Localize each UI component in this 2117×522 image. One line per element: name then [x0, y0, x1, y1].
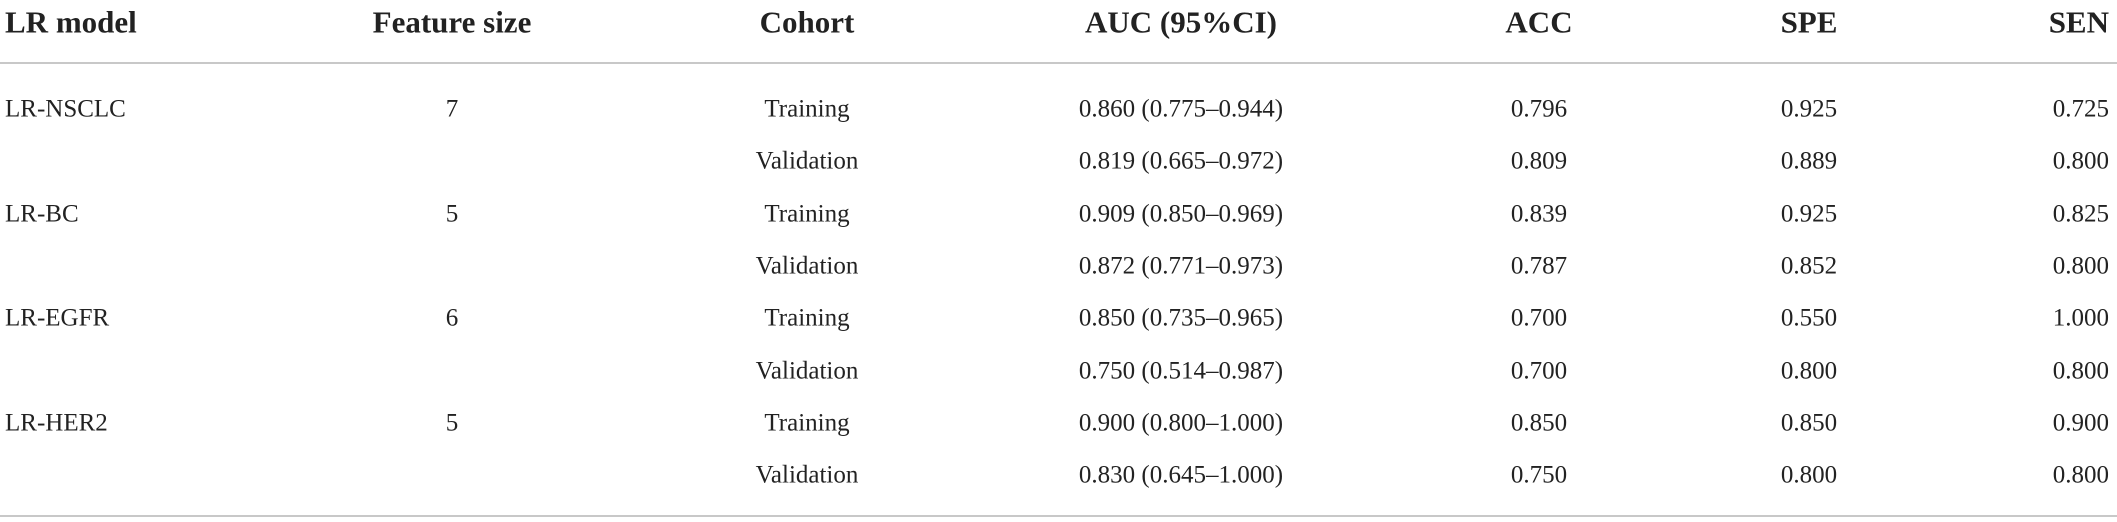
- cell-value: 0.900 (0.800–1.000): [1078, 409, 1284, 437]
- cell-value: 0.850: [1780, 409, 1838, 437]
- column-header: Cohort: [759, 4, 855, 40]
- cell-value: Validation: [755, 461, 859, 489]
- cell-value: 0.700: [1510, 304, 1568, 332]
- cell-value: 0.800: [1780, 461, 1838, 489]
- cell-value: 0.800: [2052, 357, 2109, 384]
- feature-size: 5: [445, 200, 459, 228]
- column-header: LR model: [5, 4, 137, 40]
- cell-value: 0.800: [2052, 147, 2109, 175]
- column-header: AUC (95%CI): [1084, 4, 1278, 40]
- cell-value: 0.796: [1510, 95, 1568, 123]
- cell-value: Training: [764, 409, 850, 437]
- header-rule: [0, 62, 2117, 64]
- model-name: LR-EGFR: [5, 304, 110, 332]
- cell-value: 0.800: [2052, 252, 2109, 280]
- cell-value: 0.809: [1510, 147, 1568, 175]
- model-name: LR-BC: [5, 200, 79, 228]
- cell-value: Training: [764, 95, 850, 123]
- cell-value: Validation: [755, 147, 859, 175]
- cell-value: 0.550: [1780, 304, 1838, 332]
- cell-value: 0.872 (0.771–0.973): [1078, 252, 1284, 280]
- cell-value: 0.787: [1510, 252, 1568, 280]
- cell-value: 0.925: [1780, 95, 1838, 123]
- cell-value: Training: [764, 200, 850, 228]
- column-header: SPE: [1780, 4, 1838, 40]
- cell-value: Validation: [755, 252, 859, 280]
- cell-value: 0.900: [2052, 409, 2109, 437]
- cell-value: 0.850 (0.735–0.965): [1078, 304, 1284, 332]
- cell-value: 0.830 (0.645–1.000): [1078, 461, 1284, 489]
- column-header: SEN: [2048, 4, 2109, 40]
- cell-value: Training: [764, 304, 850, 332]
- feature-size: 7: [445, 95, 459, 123]
- cell-value: 0.750: [1510, 461, 1568, 489]
- cell-value: 0.819 (0.665–0.972): [1078, 147, 1284, 175]
- cell-value: 0.909 (0.850–0.969): [1078, 200, 1284, 228]
- feature-size: 6: [445, 304, 459, 332]
- cell-value: 0.925: [1780, 200, 1838, 228]
- cell-value: 0.825: [2052, 200, 2109, 228]
- model-name: LR-HER2: [5, 409, 108, 437]
- column-header: Feature size: [372, 4, 532, 40]
- column-header: ACC: [1505, 4, 1573, 40]
- cell-value: 0.750 (0.514–0.987): [1078, 357, 1284, 384]
- cell-value: 0.889: [1780, 147, 1838, 175]
- feature-size: 5: [445, 409, 459, 437]
- cell-value: 0.800: [2052, 461, 2109, 489]
- cell-value: 0.839: [1510, 200, 1568, 228]
- cell-value: 0.860 (0.775–0.944): [1078, 95, 1284, 123]
- cell-value: 1.000: [2052, 304, 2109, 332]
- cell-value: 0.800: [1780, 357, 1838, 384]
- bottom-rule: [0, 515, 2117, 517]
- cell-value: Validation: [755, 357, 859, 384]
- cell-value: 0.725: [2052, 95, 2109, 123]
- cell-value: 0.850: [1510, 409, 1568, 437]
- model-name: LR-NSCLC: [5, 95, 126, 123]
- cell-value: 0.852: [1780, 252, 1838, 280]
- cell-value: 0.700: [1510, 357, 1568, 384]
